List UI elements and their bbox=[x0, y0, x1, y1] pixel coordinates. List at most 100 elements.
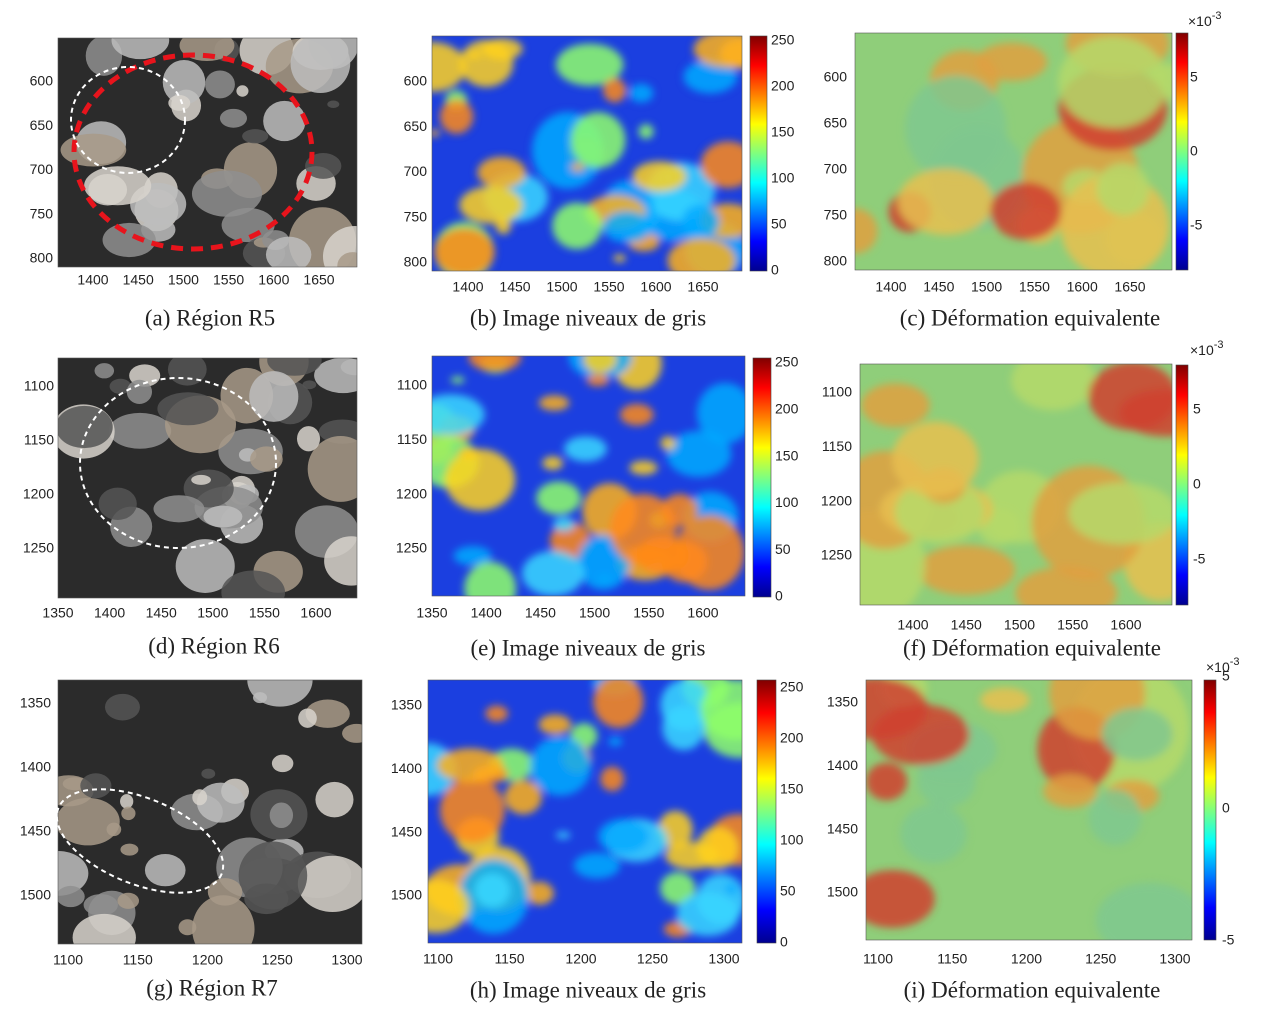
texture-blob bbox=[191, 170, 263, 217]
colorbar-tick-label: 5 bbox=[1222, 668, 1230, 684]
colorbar-tick-label: 0 bbox=[1190, 143, 1198, 159]
texture-blob bbox=[917, 545, 1016, 596]
colorbar-tick-label: 200 bbox=[780, 730, 804, 746]
texture-blob bbox=[453, 546, 492, 566]
colorbar-tick-label: -5 bbox=[1222, 932, 1235, 948]
y-tick-label: 700 bbox=[824, 161, 848, 177]
texture-blob bbox=[307, 436, 357, 502]
y-tick-label: 1250 bbox=[23, 540, 54, 556]
x-tick-label: 1250 bbox=[637, 951, 668, 967]
y-tick-label: 750 bbox=[30, 205, 54, 221]
texture-blob bbox=[504, 779, 542, 815]
texture-blob bbox=[1043, 774, 1098, 808]
texture-blob bbox=[219, 108, 248, 128]
image-frame bbox=[57, 357, 358, 599]
x-tick-label: 1150 bbox=[937, 951, 967, 967]
x-tick-label: 1350 bbox=[416, 605, 447, 621]
caption: (g) Région R7 bbox=[146, 975, 278, 1000]
texture-blob bbox=[468, 356, 522, 372]
scale-exponent: -3 bbox=[1214, 339, 1224, 351]
image bbox=[58, 38, 357, 267]
colorbar-tick-label: 150 bbox=[771, 124, 795, 140]
texture-blob bbox=[126, 379, 153, 404]
image bbox=[58, 358, 357, 598]
texture-blob bbox=[252, 692, 268, 704]
caption: (d) Région R6 bbox=[148, 633, 280, 658]
texture-blob bbox=[120, 843, 139, 856]
texture-blob bbox=[538, 395, 570, 411]
highlight bbox=[79, 377, 277, 549]
y-tick-label: 1350 bbox=[827, 694, 858, 710]
colorbar bbox=[1203, 679, 1217, 941]
x-tick-label: 1600 bbox=[258, 272, 289, 288]
texture-blob bbox=[117, 892, 140, 909]
colorbar-tick-label: 0 bbox=[775, 588, 783, 604]
texture-blob bbox=[894, 479, 985, 544]
texture-blob bbox=[305, 699, 350, 728]
texture-blob bbox=[660, 680, 711, 731]
texture-blob bbox=[102, 222, 156, 258]
texture-blob bbox=[298, 708, 317, 728]
y-tick-label: 750 bbox=[404, 208, 428, 224]
x-tick-label: 1200 bbox=[192, 952, 223, 968]
texture-blob bbox=[1015, 566, 1118, 605]
caption: (a) Région R5 bbox=[145, 305, 275, 330]
texture-blob bbox=[538, 714, 572, 735]
x-tick-label: 1600 bbox=[687, 605, 718, 621]
x-tick-label: 1450 bbox=[525, 605, 556, 621]
x-tick-label: 1500 bbox=[579, 605, 610, 621]
texture-blob bbox=[990, 182, 1062, 240]
colorbar-tick-label: 0 bbox=[780, 934, 788, 950]
texture-blob bbox=[271, 754, 294, 773]
texture-blob bbox=[660, 872, 696, 905]
texture-blob bbox=[725, 883, 738, 895]
scale-base: ×10 bbox=[1206, 659, 1230, 675]
highlight bbox=[70, 66, 186, 174]
image bbox=[432, 356, 745, 596]
image-frame bbox=[431, 355, 746, 597]
x-tick-label: 1550 bbox=[1057, 617, 1088, 633]
texture-blob bbox=[192, 895, 255, 944]
texture-blob bbox=[564, 436, 607, 462]
texture-blob bbox=[221, 207, 275, 243]
x-tick-label: 1400 bbox=[94, 605, 125, 621]
texture-blob bbox=[481, 38, 523, 60]
texture-blob bbox=[250, 446, 283, 472]
colorbar-tick-label: 5 bbox=[1190, 69, 1198, 85]
texture-blob bbox=[80, 773, 112, 799]
x-tick-label: 1100 bbox=[863, 951, 893, 967]
y-tick-label: 1350 bbox=[20, 695, 51, 711]
texture-blob bbox=[521, 551, 585, 596]
image bbox=[860, 364, 1172, 605]
texture-blob bbox=[542, 456, 564, 471]
colorbar bbox=[1175, 32, 1189, 271]
image bbox=[855, 33, 1172, 270]
texture-blob bbox=[1096, 162, 1150, 216]
texture-blob bbox=[676, 892, 740, 937]
x-tick-label: 1500 bbox=[971, 279, 1002, 295]
x-tick-label: 1550 bbox=[213, 272, 244, 288]
x-tick-label: 1550 bbox=[633, 605, 664, 621]
caption: (i) Déformation equivalente bbox=[904, 977, 1161, 1002]
texture-blob bbox=[72, 913, 136, 944]
texture-blob bbox=[436, 748, 504, 783]
texture-blob bbox=[556, 831, 571, 839]
colorbar-tick-label: 50 bbox=[771, 216, 787, 232]
texture-blob bbox=[175, 539, 235, 593]
x-tick-label: 1600 bbox=[640, 279, 671, 295]
y-tick-label: 1200 bbox=[23, 486, 54, 502]
texture-blob bbox=[529, 736, 592, 796]
texture-blob bbox=[573, 852, 621, 879]
texture-blob bbox=[157, 392, 219, 426]
texture-blob bbox=[302, 380, 317, 390]
x-tick-label: 1250 bbox=[262, 952, 293, 968]
colorbar-tick-label: 150 bbox=[775, 447, 799, 463]
texture-blob bbox=[236, 85, 249, 97]
texture bbox=[432, 356, 745, 596]
texture-blob bbox=[1058, 36, 1168, 128]
x-tick-label: 1400 bbox=[875, 279, 906, 295]
image-frame bbox=[859, 363, 1173, 606]
panel: 1350 1400 1450 1500 1100 1150 1200 1250 1300 0 50 1… bbox=[391, 679, 804, 1003]
texture-blob bbox=[432, 394, 485, 436]
